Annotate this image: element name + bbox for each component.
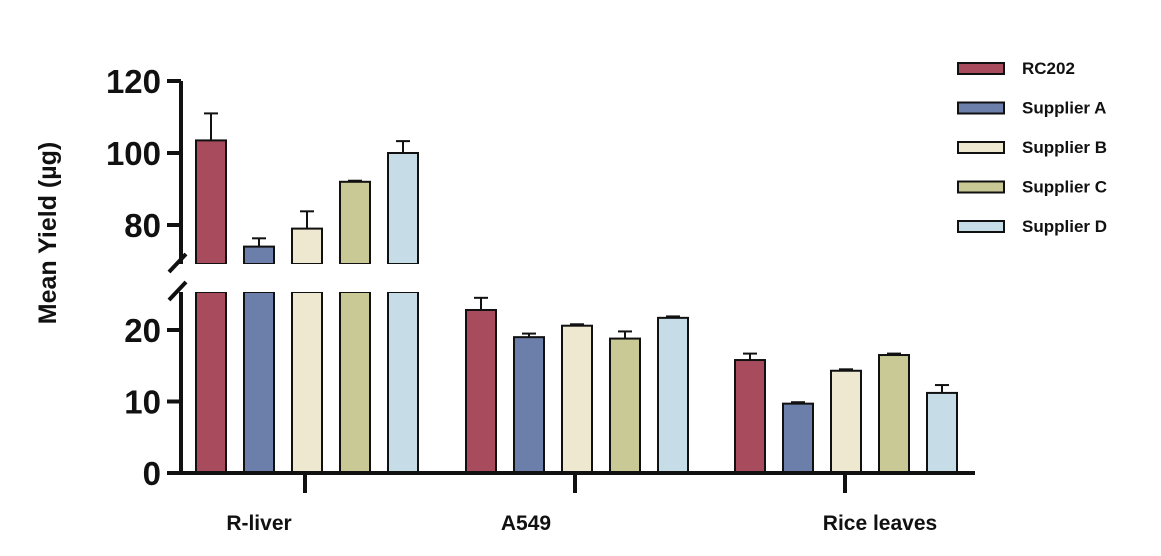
- bar-r-liver-supplier-c-lower: [339, 291, 371, 474]
- legend-label-supplier-d: Supplier D: [1022, 217, 1107, 236]
- bar-rice-leaves-supplier-a: [782, 402, 814, 474]
- bar-r-liver-supplier-a-lower: [243, 291, 275, 474]
- y-tick-label-120: 120: [106, 63, 161, 100]
- bar-a549-rc202: [465, 308, 497, 475]
- bar-r-liver-rc202-lower: [195, 291, 227, 474]
- legend-swatch-supplier-b: [957, 141, 1005, 154]
- axes-layer: 0 10 20 80 100 120 R-liver A549 Rice leaves: [106, 63, 975, 535]
- bar-r-liver-supplier-a-upper: [243, 245, 275, 266]
- x-tick-label-r-liver: R-liver: [226, 512, 291, 535]
- legend-swatch-supplier-a: [957, 101, 1005, 115]
- bar-r-liver-supplier-d-lower: [387, 291, 419, 474]
- bar-rice-leaves-supplier-b: [830, 369, 862, 475]
- bar-a549-supplier-a: [513, 336, 545, 474]
- bar-r-liver-supplier-d-upper: [387, 152, 419, 265]
- x-tick-label-a549: A549: [501, 512, 551, 535]
- y-tick-label-0: 0: [143, 455, 161, 492]
- bar-a549-supplier-b: [561, 324, 593, 474]
- y-tick-label-100: 100: [106, 135, 161, 172]
- y-tick-label-80: 80: [124, 207, 161, 244]
- x-tick-label-rice-leaves: Rice leaves: [823, 512, 937, 535]
- legend: RC202 Supplier A Supplier B Supplier C Suppl…: [957, 59, 1107, 236]
- bar-r-liver-rc202-upper: [195, 139, 227, 265]
- bar-rice-leaves-supplier-d: [926, 391, 958, 475]
- bar-rice-leaves-rc202: [734, 359, 766, 474]
- bar-r-liver-supplier-b-lower: [291, 291, 323, 474]
- axis-break-mark-lower: [167, 280, 188, 302]
- legend-swatch-supplier-c: [957, 180, 1005, 194]
- legend-label-supplier-b: Supplier B: [1022, 138, 1107, 157]
- bars-layer: [170, 112, 958, 475]
- bar-a549-supplier-c: [609, 337, 641, 474]
- legend-label-supplier-a: Supplier A: [1022, 99, 1106, 118]
- bar-r-liver-supplier-b-upper: [291, 227, 323, 266]
- legend-swatch-supplier-d: [957, 220, 1005, 233]
- y-axis-title: Mean Yield (µg): [34, 142, 62, 324]
- legend-label-supplier-c: Supplier C: [1022, 178, 1107, 197]
- bar-a549-supplier-d: [657, 316, 689, 474]
- axis-break-mark-upper: [167, 252, 188, 274]
- y-tick-label-10: 10: [124, 384, 161, 421]
- bar-rice-leaves-supplier-c: [878, 354, 910, 474]
- bar-r-liver-supplier-c-upper: [339, 180, 371, 265]
- legend-swatch-rc202: [957, 62, 1005, 75]
- y-tick-label-20: 20: [124, 312, 161, 349]
- axis-break-gap: [170, 264, 430, 292]
- legend-label-rc202: RC202: [1022, 59, 1075, 78]
